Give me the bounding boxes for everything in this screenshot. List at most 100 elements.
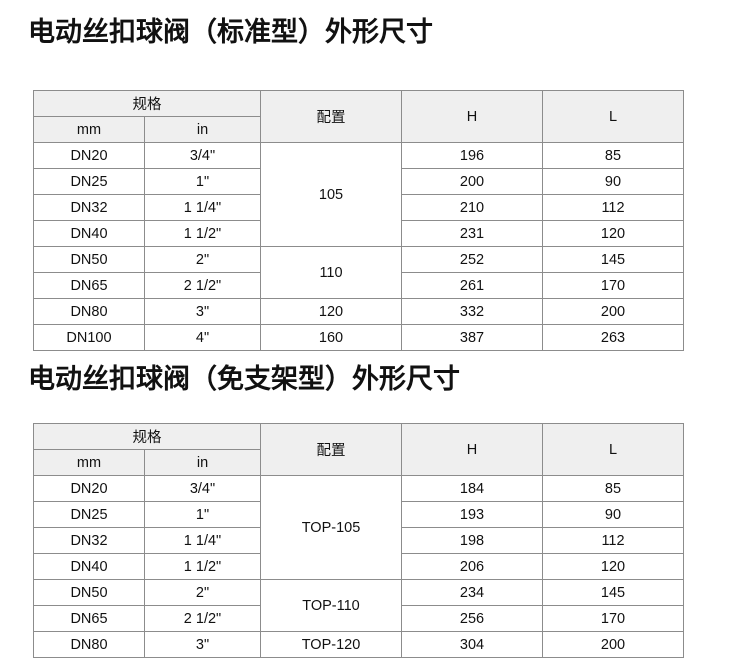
cell-in: 1 1/2" <box>144 553 261 580</box>
header-l: L <box>542 423 684 476</box>
cell-in: 1" <box>144 168 261 195</box>
cell-h: 193 <box>401 501 543 528</box>
header-mm: mm <box>33 449 145 476</box>
header-spec-group: 规格 <box>33 90 261 117</box>
cell-l: 145 <box>542 579 684 606</box>
cell-mm: DN50 <box>33 579 145 606</box>
cell-in: 1 1/4" <box>144 194 261 221</box>
cell-config: 160 <box>260 324 402 351</box>
cell-l: 120 <box>542 220 684 247</box>
cell-h: 332 <box>401 298 543 325</box>
cell-l: 90 <box>542 168 684 195</box>
cell-in: 2 1/2" <box>144 605 261 632</box>
table-header-row-units: mm in <box>33 116 684 143</box>
cell-mm: DN20 <box>33 142 145 169</box>
header-config: 配置 <box>260 423 402 476</box>
cell-in: 3" <box>144 631 261 658</box>
cell-h: 200 <box>401 168 543 195</box>
cell-in: 2" <box>144 246 261 273</box>
cell-mm: DN40 <box>33 553 145 580</box>
cell-l: 112 <box>542 194 684 221</box>
cell-l: 263 <box>542 324 684 351</box>
cell-h: 304 <box>401 631 543 658</box>
table-row: DN20 3/4" TOP-105 184 85 <box>33 475 684 580</box>
header-l: L <box>542 90 684 143</box>
cell-in: 4" <box>144 324 261 351</box>
table-row: DN80 3" TOP-120 304 200 <box>33 631 684 658</box>
cell-l: 85 <box>542 142 684 169</box>
cell-l: 90 <box>542 501 684 528</box>
cell-l: 200 <box>542 298 684 325</box>
table-header-row-group: 规格 配置 H L <box>33 423 684 476</box>
cell-mm: DN25 <box>33 168 145 195</box>
cell-config: TOP-105 <box>260 475 402 580</box>
section-title-bracketless: 电动丝扣球阀（免支架型）外形尺寸 <box>28 364 460 394</box>
cell-h: 206 <box>401 553 543 580</box>
header-h: H <box>401 90 543 143</box>
cell-h: 231 <box>401 220 543 247</box>
header-h: H <box>401 423 543 476</box>
cell-h: 210 <box>401 194 543 221</box>
table-row: DN40 1 1/2" 206 120 <box>33 553 684 580</box>
cell-mm: DN40 <box>33 220 145 247</box>
header-in: in <box>144 116 261 143</box>
cell-config: 105 <box>260 142 402 247</box>
cell-h: 261 <box>401 272 543 299</box>
table-row: DN20 3/4" 105 196 85 <box>33 142 684 247</box>
cell-h: 198 <box>401 527 543 554</box>
table-row: DN32 1 1/4" 198 112 <box>33 527 684 554</box>
header-spec-group: 规格 <box>33 423 261 450</box>
header-in: in <box>144 449 261 476</box>
cell-in: 3/4" <box>144 142 261 169</box>
header-mm: mm <box>33 116 145 143</box>
cell-mm: DN80 <box>33 631 145 658</box>
cell-l: 145 <box>542 246 684 273</box>
spec-table-bracketless: 规格 配置 H L mm in DN20 3/4" TOP-105 184 85… <box>33 423 684 658</box>
cell-h: 184 <box>401 475 543 502</box>
cell-config: TOP-110 <box>260 579 402 632</box>
cell-in: 3/4" <box>144 475 261 502</box>
cell-h: 196 <box>401 142 543 169</box>
cell-config: TOP-120 <box>260 631 402 658</box>
cell-mm: DN100 <box>33 324 145 351</box>
cell-l: 112 <box>542 527 684 554</box>
cell-mm: DN32 <box>33 194 145 221</box>
cell-l: 200 <box>542 631 684 658</box>
cell-mm: DN20 <box>33 475 145 502</box>
cell-h: 387 <box>401 324 543 351</box>
cell-mm: DN65 <box>33 605 145 632</box>
table-header-row-group: 规格 配置 H L <box>33 90 684 143</box>
header-config: 配置 <box>260 90 402 143</box>
cell-in: 1 1/2" <box>144 220 261 247</box>
table-row: DN50 2" TOP-110 234 145 <box>33 579 684 632</box>
cell-mm: DN32 <box>33 527 145 554</box>
cell-mm: DN25 <box>33 501 145 528</box>
cell-in: 1 1/4" <box>144 527 261 554</box>
cell-in: 1" <box>144 501 261 528</box>
cell-mm: DN65 <box>33 272 145 299</box>
cell-l: 120 <box>542 553 684 580</box>
cell-in: 3" <box>144 298 261 325</box>
cell-l: 85 <box>542 475 684 502</box>
cell-h: 256 <box>401 605 543 632</box>
table-row: DN65 2 1/2" 256 170 <box>33 605 684 632</box>
cell-config: 110 <box>260 246 402 299</box>
cell-h: 252 <box>401 246 543 273</box>
table-row: DN80 3" 120 332 200 <box>33 298 684 325</box>
spec-table-standard: 规格 配置 H L mm in DN20 3/4" 105 196 85 DN2… <box>33 90 684 351</box>
cell-in: 2" <box>144 579 261 606</box>
cell-config: 120 <box>260 298 402 325</box>
cell-mm: DN80 <box>33 298 145 325</box>
cell-h: 234 <box>401 579 543 606</box>
table-header-row-units: mm in <box>33 449 684 476</box>
cell-mm: DN50 <box>33 246 145 273</box>
cell-in: 2 1/2" <box>144 272 261 299</box>
table-row: DN50 2" 110 252 145 <box>33 246 684 299</box>
table-row: DN65 2 1/2" 261 170 <box>33 272 684 299</box>
table-row: DN32 1 1/4" 210 112 <box>33 194 684 221</box>
cell-l: 170 <box>542 272 684 299</box>
cell-l: 170 <box>542 605 684 632</box>
section-title-standard: 电动丝扣球阀（标准型）外形尺寸 <box>28 17 433 47</box>
table-row: DN100 4" 160 387 263 <box>33 324 684 351</box>
